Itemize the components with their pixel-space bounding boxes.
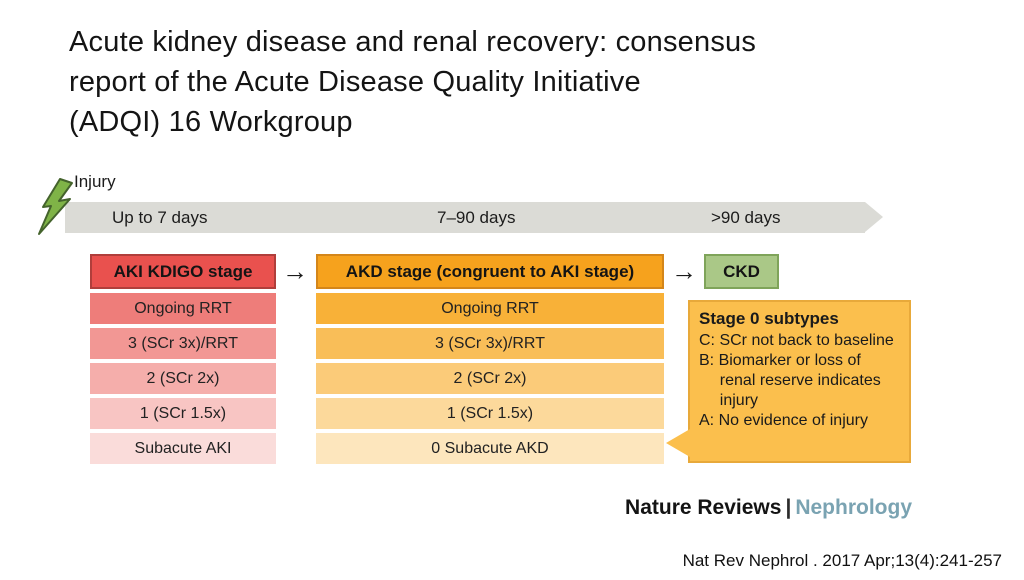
journal-brand: Nature Reviews: [625, 496, 782, 519]
page-title-line-1: Acute kidney disease and renal recovery:…: [69, 26, 757, 58]
arrow-akd-to-ckd-icon: →: [671, 256, 697, 286]
citation: Nat Rev Nephrol . 2017 Apr;13(4):241-257: [682, 551, 1002, 570]
aki-row-stage-3: 3 (SCr 3x)/RRT: [90, 328, 276, 359]
callout-item-c: C: SCr not back to baseline: [699, 332, 894, 349]
injury-label: Injury: [74, 172, 116, 191]
aki-row-stage-1: 1 (SCr 1.5x): [90, 398, 276, 429]
callout-item-a: A: No evidence of injury: [699, 412, 868, 429]
page-title: Acute kidney disease and renal recovery:…: [69, 22, 756, 142]
aki-column-header: AKI KDIGO stage: [90, 254, 276, 289]
timeline-period-2: 7–90 days: [437, 208, 516, 227]
aki-row-subacute: Subacute AKI: [90, 433, 276, 464]
timeline-period-1: Up to 7 days: [112, 208, 208, 227]
akd-rows: Ongoing RRT 3 (SCr 3x)/RRT 2 (SCr 2x) 1 …: [316, 293, 664, 464]
timeline-period-3: >90 days: [711, 208, 781, 227]
journal-branding: Nature Reviews | Nephrology: [600, 496, 912, 520]
callout-item-b: B: Biomarker or loss of renal reserve in…: [699, 352, 881, 409]
akd-row-stage-2: 2 (SCr 2x): [316, 363, 664, 394]
ckd-box: CKD: [704, 254, 779, 289]
akd-row-stage-1: 1 (SCr 1.5x): [316, 398, 664, 429]
aki-row-stage-2: 2 (SCr 2x): [90, 363, 276, 394]
page-title-line-2: report of the Acute Disease Quality Init…: [69, 66, 641, 98]
stage-0-subtypes-callout: Stage 0 subtypes C: SCr not back to base…: [666, 300, 911, 463]
callout-title: Stage 0 subtypes: [699, 309, 839, 328]
lightning-bolt-icon: [38, 178, 73, 235]
aki-row-ongoing-rrt: Ongoing RRT: [90, 293, 276, 324]
aki-stage-column: AKI KDIGO stage Ongoing RRT 3 (SCr 3x)/R…: [90, 254, 276, 464]
akd-column-header: AKD stage (congruent to AKI stage): [316, 254, 664, 289]
page-title-line-3: (ADQI) 16 Workgroup: [69, 106, 353, 138]
aki-rows: Ongoing RRT 3 (SCr 3x)/RRT 2 (SCr 2x) 1 …: [90, 293, 276, 464]
timeline-arrow-bar: Up to 7 days 7–90 days >90 days: [65, 202, 883, 233]
journal-separator: |: [785, 496, 792, 519]
arrow-aki-to-akd-icon: →: [282, 256, 308, 286]
akd-stage-column: AKD stage (congruent to AKI stage) Ongoi…: [316, 254, 664, 464]
akd-row-stage-0: 0 Subacute AKD: [316, 433, 664, 464]
akd-row-stage-3: 3 (SCr 3x)/RRT: [316, 328, 664, 359]
journal-section: Nephrology: [795, 496, 912, 519]
akd-row-ongoing-rrt: Ongoing RRT: [316, 293, 664, 324]
